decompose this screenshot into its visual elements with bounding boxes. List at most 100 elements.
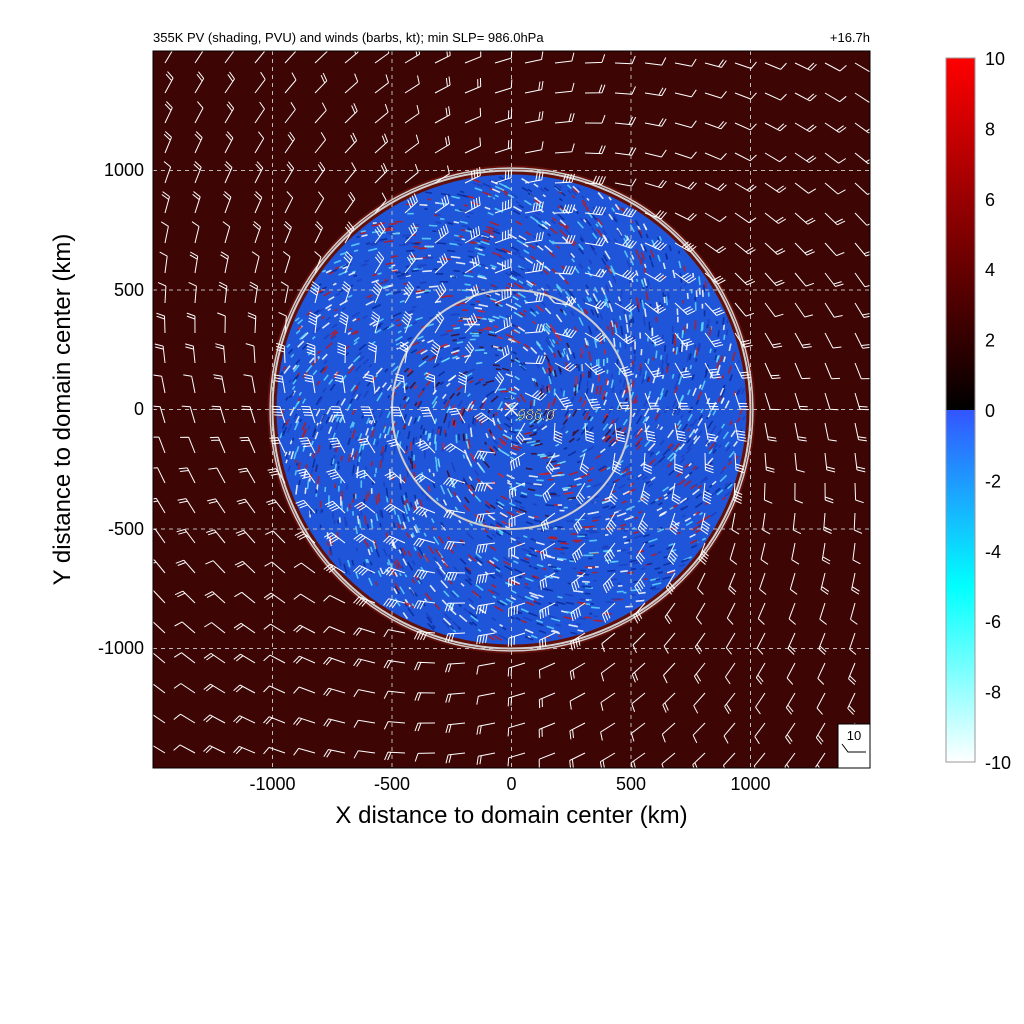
pv-speckle [565, 430, 569, 434]
pv-speckle [668, 543, 674, 547]
pv-speckle [306, 310, 313, 316]
wind-barb [554, 234, 576, 244]
pv-speckle [294, 317, 300, 322]
wind-barb [507, 752, 526, 767]
wind-barb [404, 134, 420, 154]
pv-speckle [390, 318, 395, 322]
pv-speckle [407, 561, 414, 571]
pv-speckle [386, 324, 395, 330]
pv-speckle [719, 469, 725, 475]
pv-speckle [663, 561, 673, 567]
pv-speckle [585, 207, 590, 212]
wind-barb [554, 265, 576, 275]
wind-barb [353, 719, 376, 728]
pv-speckle [625, 260, 632, 270]
pv-speckle [520, 491, 528, 496]
pv-speckle [415, 316, 423, 321]
pv-speckle [606, 264, 613, 274]
pv-speckle [637, 230, 643, 239]
pv-speckle [519, 505, 526, 510]
pv-speckle [425, 380, 432, 387]
wind-barb [704, 452, 714, 474]
pv-speckle [443, 562, 450, 569]
pv-speckle [620, 523, 627, 527]
pv-speckle [489, 297, 497, 302]
wind-barb [404, 104, 420, 124]
pv-speckle [636, 304, 640, 313]
range-ring [391, 289, 632, 530]
wind-barb [223, 191, 232, 214]
pv-speckle [492, 595, 497, 599]
pv-speckle [491, 284, 496, 288]
pv-speckle [528, 564, 533, 568]
pv-speckle [725, 328, 729, 336]
pv-speckle [507, 251, 511, 255]
pv-speckle [343, 563, 348, 574]
pv-speckle [533, 566, 538, 570]
pv-speckle [453, 269, 460, 273]
pv-speckle [571, 189, 578, 196]
wind-barb [224, 71, 235, 94]
pv-speckle [616, 229, 623, 239]
pv-speckle [416, 335, 424, 340]
wind-barb [180, 436, 196, 454]
pv-speckle [548, 565, 557, 569]
pv-speckle [290, 450, 295, 460]
wind-barb [464, 312, 478, 334]
pv-speckle [651, 553, 657, 557]
pv-speckle [455, 261, 466, 265]
pv-speckle [553, 185, 562, 192]
pv-speckle [486, 326, 492, 330]
pv-speckle [476, 477, 482, 483]
pv-speckle [643, 577, 648, 581]
pv-speckle [399, 482, 402, 490]
pv-speckle [519, 393, 527, 403]
pv-speckle [470, 303, 476, 306]
pv-speckle [647, 395, 651, 400]
wind-barb [476, 722, 496, 735]
pv-speckle [435, 465, 439, 472]
pv-speckle [659, 387, 665, 396]
pv-speckle [334, 308, 338, 312]
pv-speckle [727, 365, 732, 374]
pv-speckle [322, 387, 327, 393]
wind-barb [178, 467, 196, 484]
pv-speckle [456, 243, 463, 246]
pv-speckle [563, 491, 574, 495]
wind-barb [854, 182, 870, 195]
pv-speckle [632, 412, 636, 418]
wind-barb [572, 542, 586, 563]
wind-barb [293, 655, 316, 664]
wind-barb [445, 662, 466, 673]
pv-speckle [700, 322, 703, 332]
pv-speckle [539, 187, 546, 193]
pv-speckle [725, 445, 731, 452]
pv-speckle [467, 597, 474, 604]
pv-speckle [691, 418, 698, 428]
wind-barb [444, 632, 466, 642]
colorbar-tick-label: 8 [985, 119, 995, 139]
pv-speckle [505, 416, 511, 421]
pv-speckle [452, 566, 461, 574]
wind-barb [722, 752, 736, 768]
wind-barb [415, 440, 436, 454]
pv-speckle [298, 391, 302, 396]
pv-speckle [664, 389, 669, 397]
pv-speckle [509, 456, 515, 460]
pv-speckle [305, 364, 313, 373]
wind-barb [554, 173, 575, 184]
pv-speckle [524, 628, 534, 634]
pv-speckle [333, 259, 342, 264]
pv-speckle [406, 532, 410, 539]
pv-speckle [402, 521, 407, 530]
pv-speckle [506, 481, 512, 486]
pv-speckle [619, 389, 623, 395]
pv-speckle [703, 284, 706, 293]
pv-speckle [557, 335, 562, 342]
plot-title: 355K PV (shading, PVU) and winds (barbs,… [153, 30, 544, 45]
pv-speckle [576, 574, 584, 578]
pv-speckle [722, 496, 726, 501]
pv-speckle [589, 531, 599, 534]
pv-speckle [308, 477, 311, 482]
pv-speckle [484, 206, 491, 211]
